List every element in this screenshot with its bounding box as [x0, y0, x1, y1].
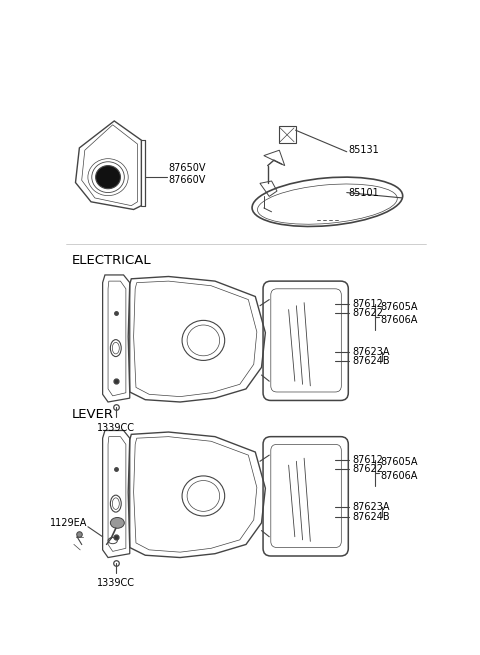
Text: LEVER: LEVER [72, 408, 114, 421]
Text: 85101: 85101 [348, 187, 379, 198]
Text: 87623A: 87623A [352, 347, 390, 357]
Text: ELECTRICAL: ELECTRICAL [72, 254, 151, 267]
Text: 87622: 87622 [352, 464, 383, 474]
Text: 1339CC: 1339CC [97, 578, 135, 588]
Ellipse shape [110, 517, 124, 529]
Text: 87612: 87612 [352, 455, 383, 465]
Text: 87650V
87660V: 87650V 87660V [168, 163, 206, 185]
Text: 87622: 87622 [352, 309, 383, 318]
Text: 85131: 85131 [348, 145, 379, 155]
Text: 87612: 87612 [352, 299, 383, 309]
Text: 1339CC: 1339CC [97, 422, 135, 433]
Text: 87623A: 87623A [352, 502, 390, 512]
Text: 87624B: 87624B [352, 512, 390, 522]
Text: 1129EA: 1129EA [50, 518, 87, 528]
Text: 87624B: 87624B [352, 356, 390, 366]
Text: 87605A
87606A: 87605A 87606A [381, 302, 419, 325]
Ellipse shape [96, 166, 120, 189]
Text: 87605A
87606A: 87605A 87606A [381, 457, 419, 481]
